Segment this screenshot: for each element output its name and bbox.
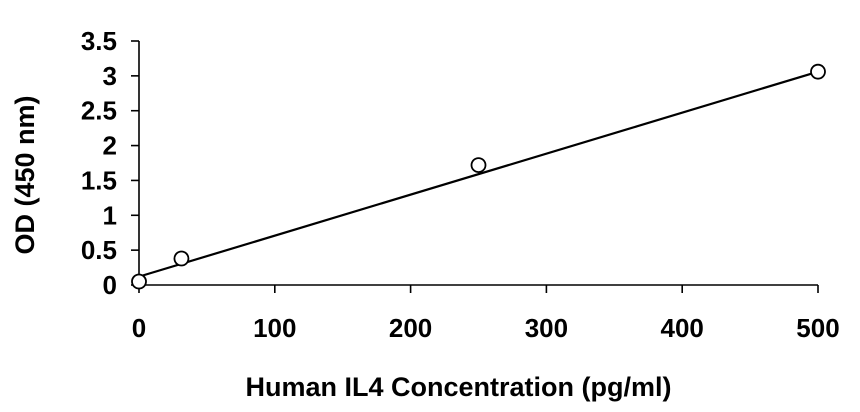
y-tick-label: 1.5 [81, 165, 117, 195]
y-tick-label: 0 [103, 270, 117, 300]
y-tick-label: 3.5 [81, 26, 117, 56]
data-point [810, 63, 826, 80]
x-tick-label: 200 [389, 313, 432, 343]
trendline [138, 70, 819, 278]
x-tick-label: 500 [796, 313, 839, 343]
y-tick-label: 2 [103, 131, 117, 161]
y-tick-label: 0.5 [81, 235, 117, 265]
data-point [470, 157, 487, 173]
x-tick-label: 0 [132, 313, 146, 343]
y-tick-label: 3 [103, 61, 117, 91]
x-tick-label: 400 [661, 313, 704, 343]
data-point [131, 273, 147, 290]
y-tick-label: 2.5 [81, 96, 117, 126]
x-tick-label: 300 [525, 313, 568, 343]
x-tick-label: 100 [253, 313, 296, 343]
data-point [173, 250, 190, 267]
y-axis-title: OD (450 nm) [10, 95, 40, 254]
y-tick-label: 1 [103, 200, 117, 230]
x-axis-title: Human IL4 Concentration (pg/ml) [245, 372, 671, 402]
